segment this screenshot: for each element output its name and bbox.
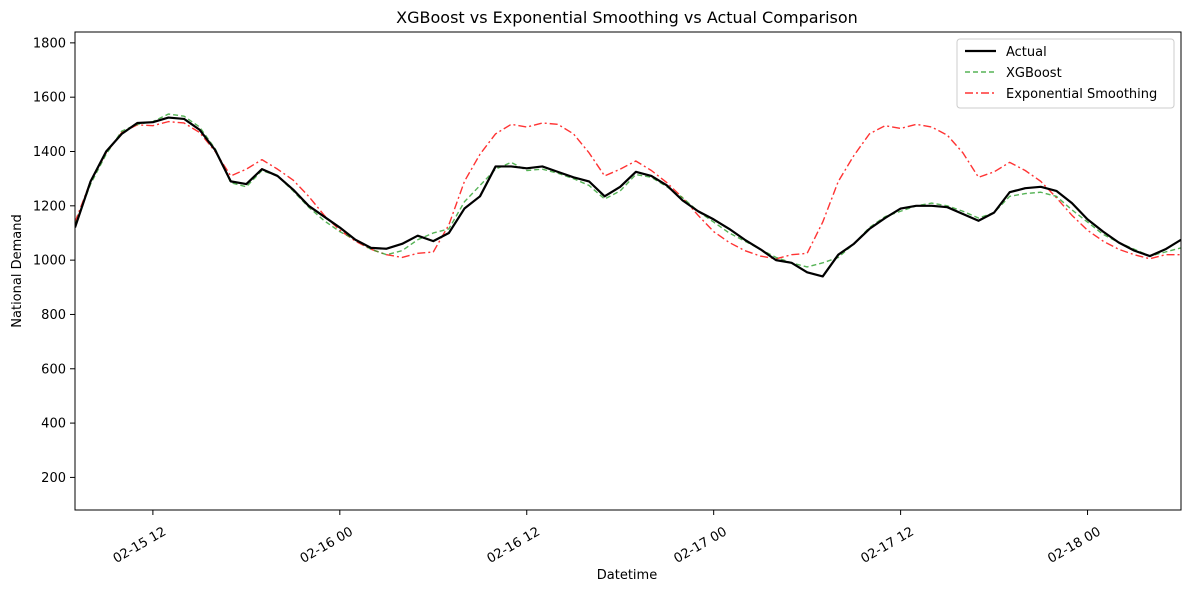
- legend-label-xgboost: XGBoost: [1006, 66, 1062, 81]
- y-tick-label: 1600: [33, 91, 66, 106]
- y-tick-label: 1200: [33, 199, 66, 214]
- y-axis-label: National Demand: [10, 214, 25, 327]
- x-axis-label: Datetime: [597, 568, 657, 583]
- series-line-exponential-smoothing: [75, 120, 1181, 260]
- y-tick-label: 1800: [33, 36, 66, 51]
- plot-frame: [74, 31, 1182, 511]
- chart-title: XGBoost vs Exponential Smoothing vs Actu…: [396, 8, 858, 27]
- legend-box: [956, 38, 1175, 109]
- y-tick-label: 200: [41, 471, 66, 486]
- y-tick-label: 1000: [33, 254, 66, 269]
- y-axis: 200 400 600 800 1000 1200 1400 1600 1800: [33, 36, 75, 486]
- legend-label-exponential-smoothing: Exponential Smoothing: [1006, 87, 1157, 102]
- legend-label-actual: Actual: [1006, 45, 1047, 60]
- series-layer: [75, 113, 1181, 278]
- series-line-actual: [75, 116, 1181, 278]
- y-tick-label: 1400: [33, 145, 66, 160]
- y-tick-label: 600: [41, 362, 66, 377]
- y-tick-label: 800: [41, 308, 66, 323]
- y-tick-label: 400: [41, 417, 66, 432]
- legend: Actual XGBoost Exponential Smoothing: [956, 38, 1175, 109]
